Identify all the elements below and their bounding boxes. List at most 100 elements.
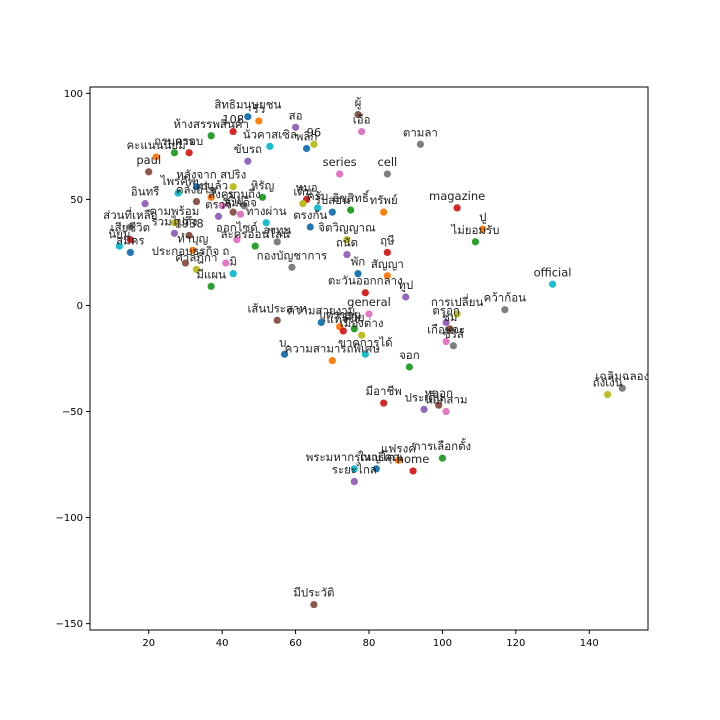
scatter-point [471, 238, 480, 246]
scatter-point [604, 390, 612, 399]
point-label: ทูป [398, 278, 413, 292]
scatter-point [358, 331, 366, 339]
point-label: สมเด็จ [224, 194, 257, 209]
scatter-point [273, 316, 281, 324]
point-label: นิยม [108, 227, 130, 241]
point-label: รวมถึง [228, 187, 261, 201]
scatter-point [218, 202, 226, 210]
scatter-point [141, 200, 149, 208]
point-label: ฤษี [380, 233, 395, 247]
point-label: 1938 [174, 216, 203, 230]
point-label: สอ [289, 108, 303, 122]
point-label: เส้นประสาท [247, 301, 307, 315]
scatter-point [306, 223, 314, 231]
scatter-point [229, 183, 237, 191]
point-label: พัก [351, 255, 366, 269]
point-label: ประกอบธุรกิจ [152, 244, 220, 258]
scatter-point [618, 384, 626, 392]
point-label: แฟรงค์ [381, 441, 416, 455]
scatter-point [435, 401, 443, 409]
point-label: สังคม [208, 187, 236, 201]
scatter-point [383, 170, 391, 178]
scatter-point [409, 467, 417, 475]
point-label: ขาดการได้ [338, 335, 393, 349]
scatter-point [170, 229, 179, 237]
point-label: มีอาชีพ [366, 384, 402, 398]
point-label: คว้าก้อน [484, 291, 526, 305]
scatter-point [170, 219, 179, 227]
x-tick-label: 140 [580, 638, 599, 649]
scatter-point [222, 259, 230, 267]
point-label: ปู [479, 210, 486, 224]
point-label: แท้จริง [327, 312, 361, 326]
point-label: ระยะไกล [332, 463, 377, 477]
axis-ticks: 20 40 60 80 100 120 140 −150 −100 −50 0 50 100 [56, 89, 599, 649]
scatter-point [189, 246, 197, 254]
point-label: พระมหากรุณาธิคุณ [306, 450, 404, 464]
point-label: ส่วนที่เหลือ [103, 207, 157, 222]
point-label: magazine [429, 189, 485, 203]
point-label: ถ [222, 244, 229, 258]
point-label: คะแนนนิยม [126, 138, 185, 152]
point-label: เฉลิมฉลอง [595, 369, 649, 383]
point-label: นอกสาม [425, 393, 468, 407]
scatter-point [266, 142, 274, 150]
x-tick-label: 20 [142, 638, 155, 649]
point-label: พลิก [296, 130, 318, 144]
point-label: ละครออนไลน์ [220, 227, 290, 241]
point-label: ตรอก [432, 303, 460, 317]
scatter-point [402, 293, 410, 301]
scatter-point [233, 236, 241, 244]
scatter-point [152, 153, 160, 161]
point-label: ผู้ [355, 96, 362, 110]
scatter-point [442, 337, 450, 346]
scatter-point [479, 225, 487, 233]
scatter-point [192, 197, 201, 206]
point-label: ขับรถ [234, 142, 262, 156]
scatter-point [336, 170, 344, 178]
point-label: ถังเงิน [593, 376, 623, 390]
point-label: มีแผน [196, 267, 226, 281]
scatter-point [255, 117, 263, 125]
plot-area [89, 86, 649, 631]
scatter-point [354, 110, 362, 119]
scatter-point [365, 310, 373, 318]
scatter-point [420, 405, 428, 414]
scatter-point [380, 399, 388, 407]
point-label: รัว [253, 102, 266, 116]
scatter-point [442, 407, 450, 416]
point-label: หลังจาก [176, 168, 216, 182]
point-label: นัวคาสเซิล [243, 127, 297, 141]
scatter-point [343, 250, 351, 259]
point-label: ตะวันออกกลาง [328, 274, 403, 288]
point-label: ทางผ่าน [246, 204, 287, 218]
point-label: จอก [399, 348, 420, 362]
point-label: กองบัญชาการ [257, 248, 327, 262]
x-tick-label: 60 [289, 638, 302, 649]
point-label: ความสวยงาม [287, 303, 355, 317]
scatter-point [361, 350, 369, 358]
scatter-point [446, 325, 454, 333]
scatter-point [453, 204, 461, 212]
point-label: รวมไปถึง [151, 214, 197, 228]
point-label: กรมการ [154, 134, 194, 148]
scatter-point [358, 127, 366, 136]
point-label: ครอบ [175, 134, 203, 148]
scatter-point [416, 140, 424, 148]
scatter-point [280, 350, 289, 358]
point-label: ซีรีส์ [443, 327, 464, 341]
point-label: สมัคร [116, 233, 144, 247]
scatter-point [185, 149, 193, 157]
point-label: 108 [222, 113, 244, 127]
scatter-point [347, 206, 355, 214]
scatter-point [343, 236, 351, 244]
scatter-point [181, 259, 190, 267]
scatter-point [442, 318, 450, 327]
point-label: เกือบจะ [427, 323, 465, 337]
scatter-point [383, 248, 391, 257]
x-tick-label: 40 [216, 638, 229, 649]
scatter-point [350, 465, 358, 473]
point-label: อินทรี [131, 185, 160, 199]
point-label: เดิม [293, 185, 312, 199]
point-label: ไปแล้ว [193, 178, 228, 192]
